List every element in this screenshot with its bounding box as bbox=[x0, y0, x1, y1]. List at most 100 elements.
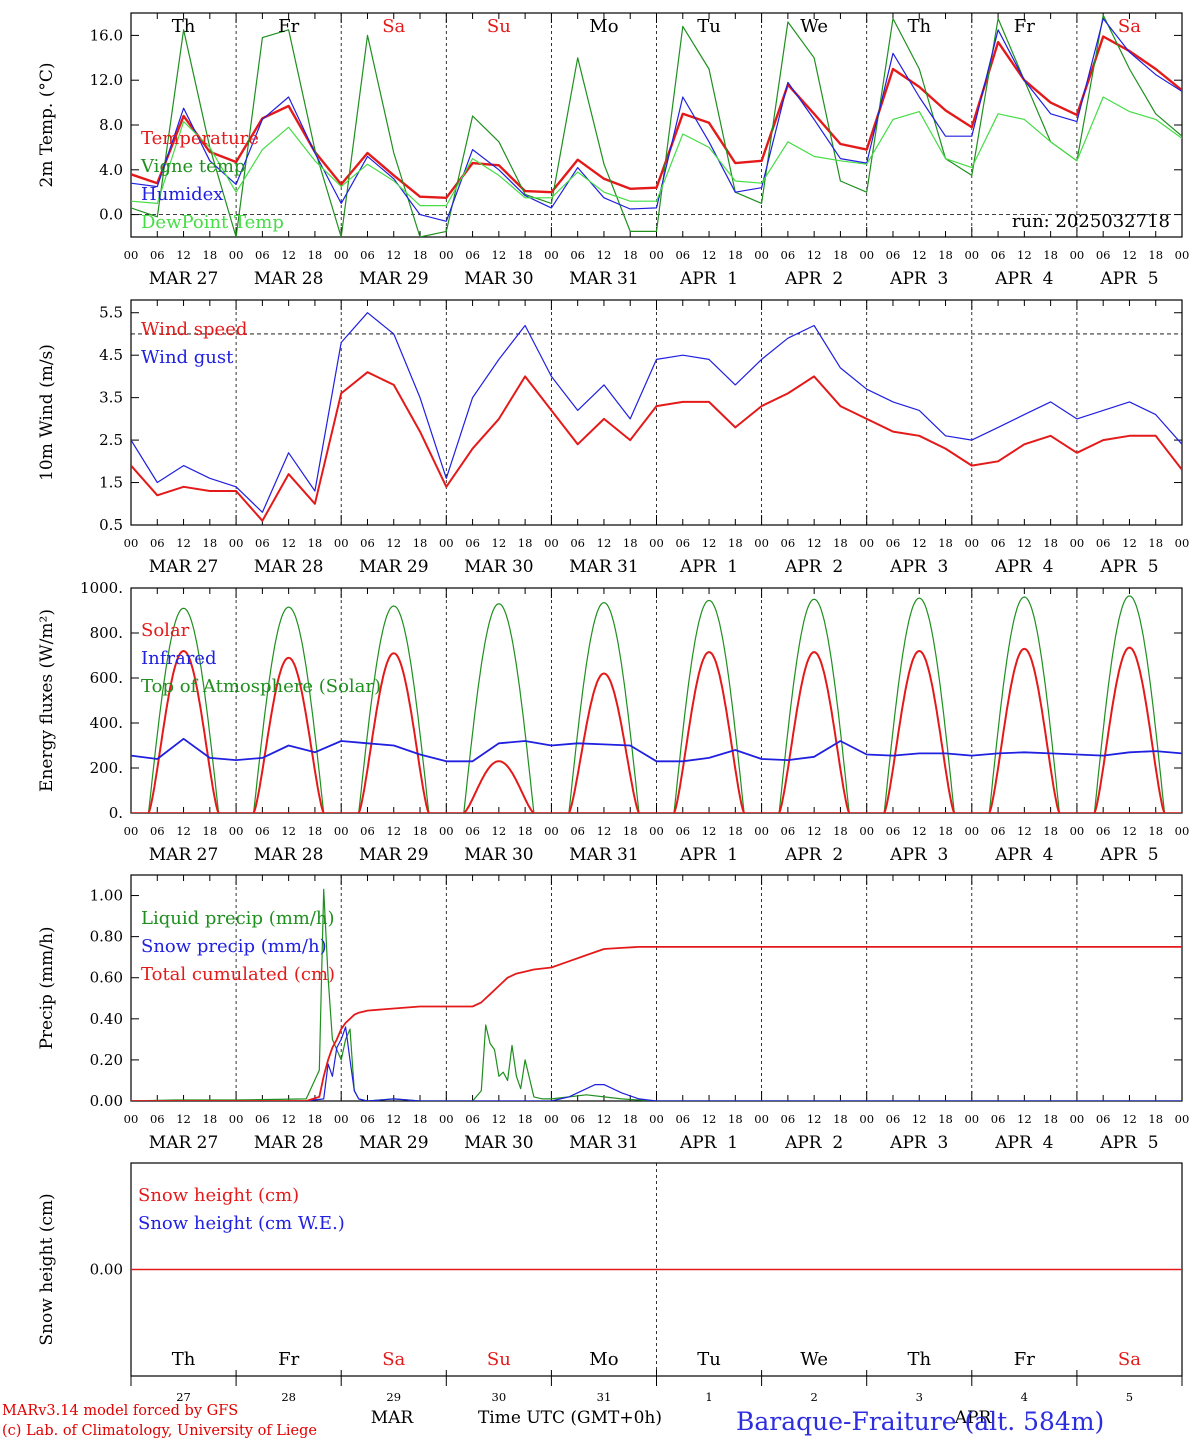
hour-label: 00 bbox=[1070, 824, 1085, 838]
solar-line bbox=[463, 760, 535, 813]
date-label: MAR 29 bbox=[359, 845, 429, 865]
hour-label: 06 bbox=[675, 248, 690, 262]
hour-label: 12 bbox=[1017, 824, 1032, 838]
date-label: APR 2 bbox=[784, 1133, 843, 1153]
hour-label: 18 bbox=[518, 536, 533, 550]
hour-label: 06 bbox=[360, 1112, 375, 1126]
day-of-week-label: Th bbox=[172, 1349, 196, 1370]
hour-label: 06 bbox=[255, 536, 270, 550]
hour-label: 06 bbox=[255, 1112, 270, 1126]
hour-label: 00 bbox=[859, 824, 874, 838]
day-of-week-label: We bbox=[800, 16, 828, 37]
series-temperature bbox=[131, 35, 1182, 200]
date-label: MAR 30 bbox=[464, 1133, 534, 1153]
hour-label: 00 bbox=[964, 1112, 979, 1126]
hour-label: 00 bbox=[859, 1112, 874, 1126]
legend-entry: Humidex bbox=[141, 184, 223, 205]
hour-label: 00 bbox=[124, 248, 139, 262]
day-of-week-label: We bbox=[800, 1349, 828, 1370]
panel-snow: 0.00 Snow height (cm) Snow height (cm) Snow… bbox=[37, 1162, 1183, 1428]
toa-solar-line bbox=[568, 601, 640, 813]
hour-label: 06 bbox=[465, 824, 480, 838]
day-of-week-label: Tu bbox=[697, 16, 721, 37]
y-tick-label: 0. bbox=[109, 804, 123, 822]
date-label: MAR 27 bbox=[149, 845, 219, 865]
solar-line bbox=[883, 650, 956, 813]
day-number-label: 31 bbox=[597, 1390, 612, 1404]
plot-area bbox=[131, 888, 1182, 1101]
hour-label: 06 bbox=[886, 248, 901, 262]
infrared-line bbox=[131, 737, 1182, 763]
series-humidex bbox=[131, 18, 1182, 222]
date-label: MAR 28 bbox=[254, 557, 324, 577]
hour-label: 12 bbox=[1122, 1112, 1137, 1126]
y-tick-label: 0.80 bbox=[90, 928, 123, 946]
date-label: APR 3 bbox=[889, 845, 948, 865]
hour-label: 12 bbox=[492, 1112, 507, 1126]
day-of-week-label: Sa bbox=[382, 16, 405, 37]
y-axis-label: 2m Temp. (°C) bbox=[37, 62, 57, 187]
hour-label: 06 bbox=[1096, 248, 1111, 262]
legend-entry: Solar bbox=[141, 620, 190, 641]
day-number-label: 29 bbox=[386, 1390, 401, 1404]
date-label: APR 4 bbox=[994, 557, 1053, 577]
hour-label: 12 bbox=[492, 248, 507, 262]
hour-label: 18 bbox=[938, 824, 953, 838]
hour-label: 18 bbox=[308, 248, 323, 262]
y-tick-label: 0.00 bbox=[90, 1261, 123, 1279]
hour-label: 18 bbox=[623, 824, 638, 838]
y-tick-label: 800. bbox=[90, 624, 123, 642]
hour-label: 12 bbox=[1122, 248, 1137, 262]
hour-label: 18 bbox=[833, 824, 848, 838]
hour-label: 18 bbox=[833, 1112, 848, 1126]
hour-label: 12 bbox=[702, 1112, 717, 1126]
day-of-week-label: Sa bbox=[1118, 1349, 1141, 1370]
x-axis-label: Time UTC (GMT+0h) bbox=[478, 1408, 662, 1428]
y-tick-label: 12.0 bbox=[90, 71, 123, 89]
hour-label: 12 bbox=[912, 536, 927, 550]
month-label: APR bbox=[954, 1408, 993, 1428]
hour-label: 12 bbox=[597, 824, 612, 838]
date-label: APR 1 bbox=[679, 845, 738, 865]
date-label: MAR 30 bbox=[464, 845, 534, 865]
date-label: APR 5 bbox=[1099, 269, 1158, 289]
hour-label: 18 bbox=[308, 1112, 323, 1126]
date-label: MAR 31 bbox=[569, 269, 639, 289]
series-vigne-temp bbox=[131, 14, 1182, 237]
hour-label: 12 bbox=[1017, 536, 1032, 550]
panel-energy: 1000. 800. 600. 400. 200. 0. Energy fluxes (W/… bbox=[37, 579, 1189, 865]
hour-label: 18 bbox=[833, 536, 848, 550]
date-label: APR 2 bbox=[784, 557, 843, 577]
y-axis-label: Energy fluxes (W/m²) bbox=[37, 609, 57, 792]
y-tick-label: 400. bbox=[90, 714, 123, 732]
day-number-label: 4 bbox=[1021, 1390, 1028, 1404]
y-tick-label: 0.60 bbox=[90, 969, 123, 987]
hour-label: 12 bbox=[176, 536, 191, 550]
hour-label: 06 bbox=[150, 536, 165, 550]
y-tick-label: 0.0 bbox=[99, 206, 123, 224]
y-tick-label: 600. bbox=[90, 669, 123, 687]
hour-label: 18 bbox=[623, 248, 638, 262]
hour-label: 00 bbox=[544, 824, 559, 838]
hour-label: 18 bbox=[1148, 536, 1163, 550]
hour-label: 00 bbox=[1175, 1112, 1190, 1126]
y-tick-label: 3.5 bbox=[99, 389, 123, 407]
hour-label: 18 bbox=[413, 248, 428, 262]
hour-label: 06 bbox=[991, 248, 1006, 262]
panel-temperature: 16.0 12.0 8.0 4.0 0.0 2m Temp. (°C) Temperatur… bbox=[37, 12, 1189, 289]
hour-label: 18 bbox=[203, 824, 218, 838]
footer-lab-credit: (c) Lab. of Climatology, University of L… bbox=[2, 1423, 317, 1439]
hour-label: 12 bbox=[1122, 536, 1137, 550]
legend-entry: Total cumulated (cm) bbox=[141, 964, 335, 985]
y-tick-label: 1000. bbox=[80, 579, 123, 597]
panel-frame bbox=[130, 587, 1183, 814]
date-label: APR 4 bbox=[994, 269, 1053, 289]
hour-label: 18 bbox=[1148, 248, 1163, 262]
date-label: MAR 30 bbox=[464, 557, 534, 577]
legend-entry: Vigne temp bbox=[140, 156, 245, 177]
y-tick-label: 16.0 bbox=[90, 26, 123, 44]
series-liquid-precip-mm-h- bbox=[131, 888, 1182, 1101]
hour-label: 12 bbox=[807, 824, 822, 838]
hour-label: 18 bbox=[938, 536, 953, 550]
hour-label: 18 bbox=[728, 248, 743, 262]
